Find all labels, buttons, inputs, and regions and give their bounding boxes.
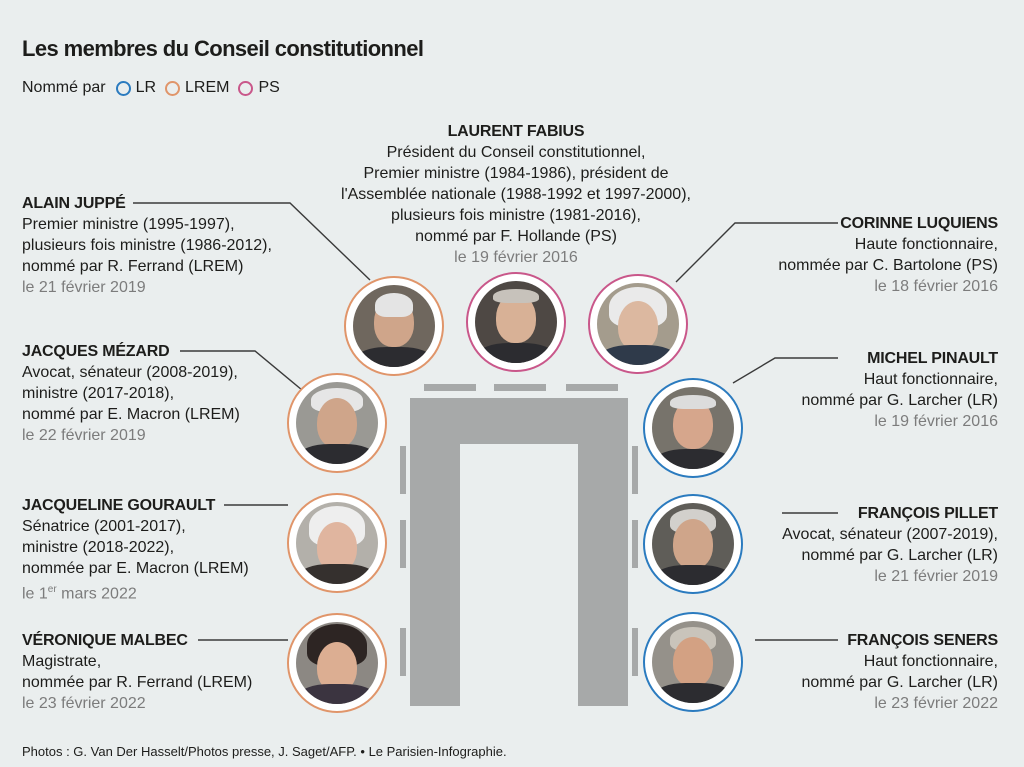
seat-marker xyxy=(632,446,638,494)
member-name: FRANÇOIS PILLET xyxy=(857,505,998,522)
member-seners: FRANÇOIS SENERS Haut fonctionnaire, nomm… xyxy=(801,630,998,714)
council-table xyxy=(410,398,628,706)
member-name: JACQUELINE GOURAULT xyxy=(22,497,216,514)
member-gourault: JACQUELINE GOURAULT Sénatrice (2001-2017… xyxy=(22,495,249,604)
seat-marker xyxy=(424,384,476,391)
member-bio-line: Haut fonctionnaire, xyxy=(863,653,998,670)
member-name: LAURENT FABIUS xyxy=(447,123,585,140)
member-date: le 23 février 2022 xyxy=(22,695,146,712)
member-date-suffix: mars 2022 xyxy=(56,585,137,603)
seat-marker xyxy=(632,520,638,568)
member-bio-line: Avocat, sénateur (2008-2019), xyxy=(22,364,238,381)
portrait-luquiens xyxy=(588,274,688,374)
member-pillet: FRANÇOIS PILLET Avocat, sénateur (2007-2… xyxy=(782,503,998,587)
member-bio-line: Avocat, sénateur (2007-2019), xyxy=(782,526,998,543)
connector-luquiens xyxy=(675,222,838,283)
member-bio-line: ministre (2018-2022), xyxy=(22,539,175,556)
page-title: Les membres du Conseil constitutionnel xyxy=(22,36,424,61)
member-bio-line: Premier ministre (1984-1986), président … xyxy=(363,165,669,182)
seat-marker xyxy=(400,520,406,568)
party-legend: Nommé par LR LREM PS xyxy=(22,79,280,97)
seat-marker xyxy=(400,446,406,494)
member-date: le 21 février 2019 xyxy=(22,279,146,296)
member-bio-line: nommé par F. Hollande (PS) xyxy=(415,228,617,245)
member-bio-line: nommée par E. Macron (LREM) xyxy=(22,560,249,577)
member-bio-line: Président du Conseil constitutionnel, xyxy=(386,144,646,161)
member-date: le 19 février 2016 xyxy=(454,249,578,266)
legend-lrem-ring-icon xyxy=(165,80,181,96)
member-date: le 22 février 2019 xyxy=(22,427,146,444)
legend-lr-ring-icon xyxy=(115,80,131,96)
portrait-mezard xyxy=(287,373,387,473)
portrait-malbec xyxy=(287,613,387,713)
member-date: le 21 février 2019 xyxy=(874,568,998,585)
member-date-sup: er xyxy=(47,584,57,595)
member-malbec: VÉRONIQUE MALBEC Magistrate, nommée par … xyxy=(22,630,252,714)
member-bio-line: nommé par E. Macron (LREM) xyxy=(22,406,240,423)
member-luquiens: CORINNE LUQUIENS Haute fonctionnaire, no… xyxy=(778,213,998,297)
member-name: FRANÇOIS SENERS xyxy=(847,632,998,649)
member-bio-line: ministre (2017-2018), xyxy=(22,385,175,402)
portrait-pinault xyxy=(643,378,743,478)
member-bio-line: Haute fonctionnaire, xyxy=(854,236,998,253)
seat-marker xyxy=(632,628,638,676)
member-bio-line: nommé par G. Larcher (LR) xyxy=(801,392,998,409)
member-bio-line: Premier ministre (1995-1997), xyxy=(22,216,235,233)
member-date: le 18 février 2016 xyxy=(874,278,998,295)
legend-ps-label: PS xyxy=(258,79,280,96)
connector-pinault xyxy=(732,357,838,384)
member-date: le 23 février 2022 xyxy=(874,695,998,712)
portrait-seners xyxy=(643,612,743,712)
portrait-gourault xyxy=(287,493,387,593)
member-bio-line: nommé par G. Larcher (LR) xyxy=(801,674,998,691)
connector-mezard xyxy=(180,350,303,391)
member-name: VÉRONIQUE MALBEC xyxy=(22,632,188,649)
member-date: le 1er mars 2022 xyxy=(22,579,249,604)
portrait-fabius xyxy=(466,272,566,372)
member-bio-line: nommée par R. Ferrand (LREM) xyxy=(22,674,253,691)
member-date-prefix: le 1 xyxy=(22,585,48,603)
legend-lrem-label: LREM xyxy=(185,79,230,96)
connector-juppe xyxy=(133,202,371,281)
legend-prefix: Nommé par xyxy=(22,79,106,96)
seat-marker xyxy=(400,628,406,676)
member-pinault: MICHEL PINAULT Haut fonctionnaire, nommé… xyxy=(801,348,998,432)
member-mezard: JACQUES MÉZARD Avocat, sénateur (2008-20… xyxy=(22,341,240,446)
member-bio-line: Magistrate, xyxy=(22,653,102,670)
portrait-pillet xyxy=(643,494,743,594)
member-name: MICHEL PINAULT xyxy=(867,350,998,367)
member-date: le 19 février 2016 xyxy=(874,413,998,430)
portrait-juppe xyxy=(344,276,444,376)
member-bio-line: plusieurs fois ministre (1981-2016), xyxy=(391,207,641,224)
member-bio-line: plusieurs fois ministre (1986-2012), xyxy=(22,237,272,254)
member-name: ALAIN JUPPÉ xyxy=(22,195,126,212)
member-fabius: LAURENT FABIUS Président du Conseil cons… xyxy=(316,121,716,268)
legend-ps-ring-icon xyxy=(238,80,254,96)
seat-marker xyxy=(494,384,546,391)
member-bio-line: Sénatrice (2001-2017), xyxy=(22,518,186,535)
member-bio-line: nommé par R. Ferrand (LREM) xyxy=(22,258,244,275)
member-name: JACQUES MÉZARD xyxy=(22,343,170,360)
seat-marker xyxy=(566,384,618,391)
member-bio-line: nommée par C. Bartolone (PS) xyxy=(778,257,998,274)
member-juppe: ALAIN JUPPÉ Premier ministre (1995-1997)… xyxy=(22,193,272,298)
member-bio-line: l'Assemblée nationale (1988-1992 et 1997… xyxy=(341,186,691,203)
legend-lr-label: LR xyxy=(135,79,157,96)
photo-credit: Photos : G. Van Der Hasselt/Photos press… xyxy=(22,744,507,759)
member-bio-line: Haut fonctionnaire, xyxy=(863,371,998,388)
member-bio-line: nommé par G. Larcher (LR) xyxy=(801,547,998,564)
member-name: CORINNE LUQUIENS xyxy=(840,215,998,232)
